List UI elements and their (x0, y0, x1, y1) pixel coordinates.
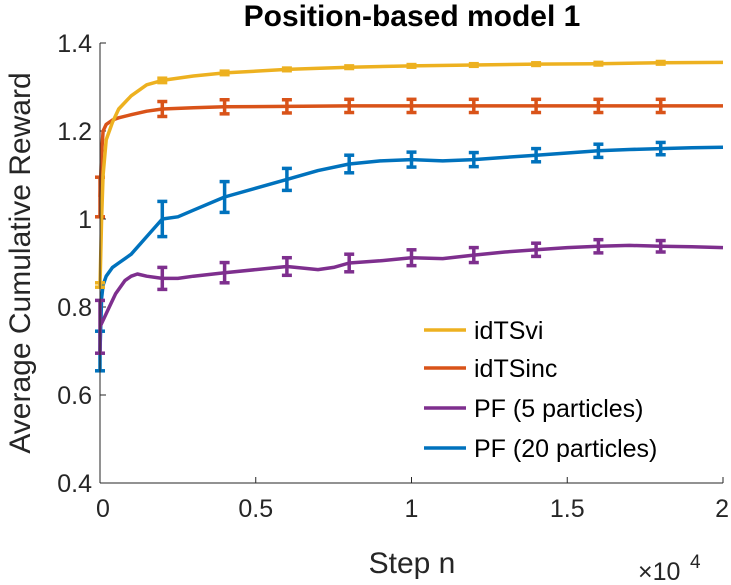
error-bar (406, 97, 417, 115)
series-idtsinc (95, 97, 723, 219)
legend-label: idTSvi (474, 317, 543, 345)
x-exponent-power: 4 (690, 552, 701, 573)
y-ticks: 0.4 0.6 0.8 1 1.2 1.4 (57, 30, 106, 498)
error-bar (157, 76, 168, 85)
x-tick-label: 0 (96, 495, 110, 523)
y-tick-label: 1.4 (57, 30, 92, 58)
error-bar (157, 99, 168, 119)
x-exponent-label: ×10 4 (638, 552, 701, 585)
x-tick-label: 1 (405, 495, 419, 523)
y-tick-label: 0.8 (57, 294, 92, 322)
error-bar (281, 255, 292, 278)
error-bar (655, 59, 666, 66)
error-bar (468, 245, 479, 265)
error-bar (531, 146, 542, 164)
x-axis-title: Step n (369, 547, 456, 580)
legend-label: PF (20 particles) (474, 435, 657, 463)
error-bar (593, 60, 604, 67)
error-bar (281, 66, 292, 73)
error-bar (406, 150, 417, 169)
error-bar (219, 179, 230, 215)
error-bar (281, 166, 292, 193)
error-bar (593, 142, 604, 160)
error-bar (219, 260, 230, 285)
error-bar (219, 69, 230, 77)
legend-box (416, 312, 716, 472)
error-bar (344, 97, 355, 115)
y-tick-label: 1.2 (57, 118, 92, 146)
y-tick-label: 0.6 (57, 382, 92, 410)
error-bar (593, 97, 604, 115)
error-bar (468, 97, 479, 115)
error-bar (593, 237, 604, 255)
error-bar (406, 248, 417, 268)
error-bar (655, 140, 666, 157)
error-bar (157, 199, 168, 239)
error-bar (344, 64, 355, 71)
error-bar (406, 62, 417, 69)
error-bar (531, 97, 542, 115)
error-bar (281, 98, 292, 115)
x-tick-label: 0.5 (238, 495, 273, 523)
legend-label: PF (5 particles) (474, 395, 643, 423)
error-bar (344, 252, 355, 274)
y-axis-title: Average Cumulative Reward (4, 72, 37, 453)
chart-title: Position-based model 1 (244, 0, 581, 33)
error-bar (468, 61, 479, 69)
y-tick-label: 0.4 (57, 470, 92, 498)
error-bar (219, 98, 230, 116)
x-exponent-base: ×10 (638, 558, 680, 585)
series-idtsvi (95, 59, 724, 289)
error-bar (157, 265, 168, 292)
y-tick-label: 1 (78, 206, 92, 234)
x-tick-label: 1.5 (550, 495, 585, 523)
series-pf-20-particles (95, 140, 724, 373)
legend-label: idTSinc (474, 355, 557, 383)
error-bar (468, 150, 479, 169)
series-group (95, 59, 724, 373)
x-tick-label: 2 (715, 495, 729, 523)
error-bar (344, 153, 355, 175)
error-bar (531, 61, 542, 68)
series-line-pf-20-particles (98, 145, 724, 352)
axes (99, 43, 723, 484)
error-bar (531, 241, 542, 259)
legend: idTSvi idTSinc PF (5 particles) PF (20 part… (416, 312, 716, 472)
error-bar (655, 97, 666, 115)
series-line-pf-5-particles (98, 243, 724, 328)
error-bar (655, 238, 666, 254)
x-ticks: 0 0.5 1 1.5 2 (96, 477, 729, 523)
